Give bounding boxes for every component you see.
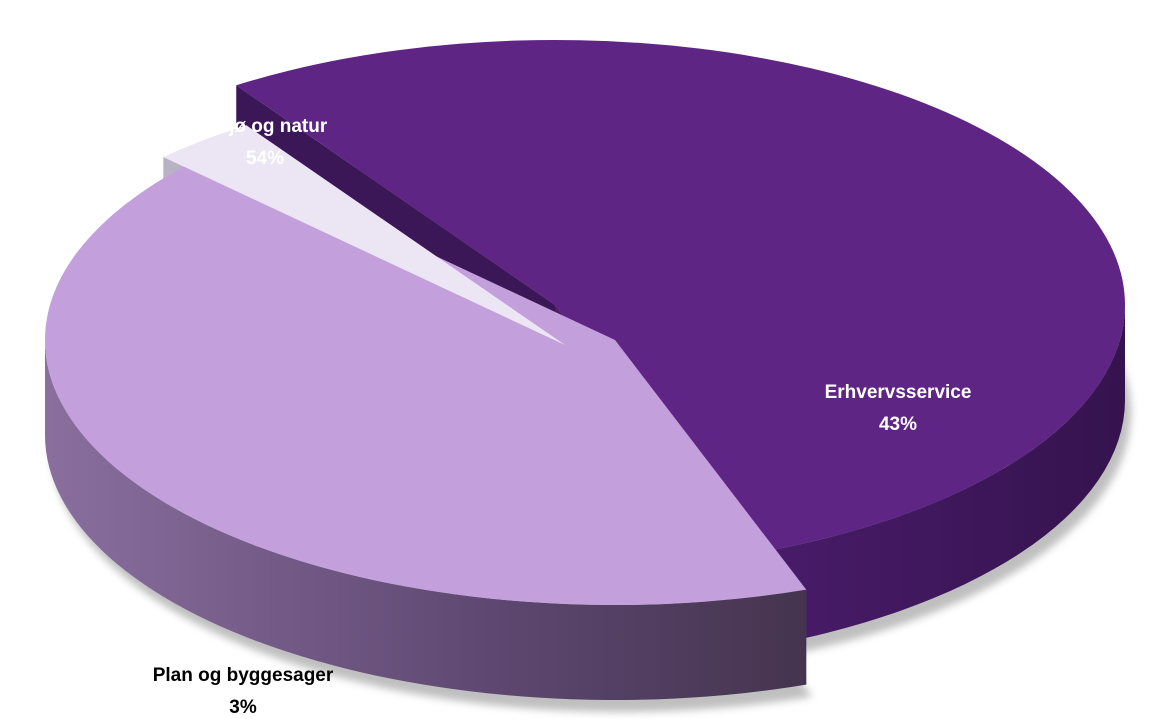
- slice-outer-wall-erhvervsservice: [45, 340, 807, 700]
- slice-outer-wall-milj-og-natur: [746, 305, 1125, 650]
- slice-value-erhvervsservice: 43%: [879, 414, 917, 435]
- slice-label-erhvervsservice: Erhvervsservice: [825, 382, 972, 403]
- slice-label-milj-og-natur: Miljø og natur: [203, 116, 328, 137]
- slice-label-plan-og-byggesager: Plan og byggesager: [153, 665, 334, 686]
- slice-erhvervsservice: [45, 151, 807, 605]
- slice-value-milj-og-natur: 54%: [246, 148, 284, 169]
- slice-milj-og-natur: [236, 40, 1125, 555]
- slice-value-plan-og-byggesager: 3%: [229, 697, 257, 718]
- slice-plan-og-byggesager: [163, 125, 565, 345]
